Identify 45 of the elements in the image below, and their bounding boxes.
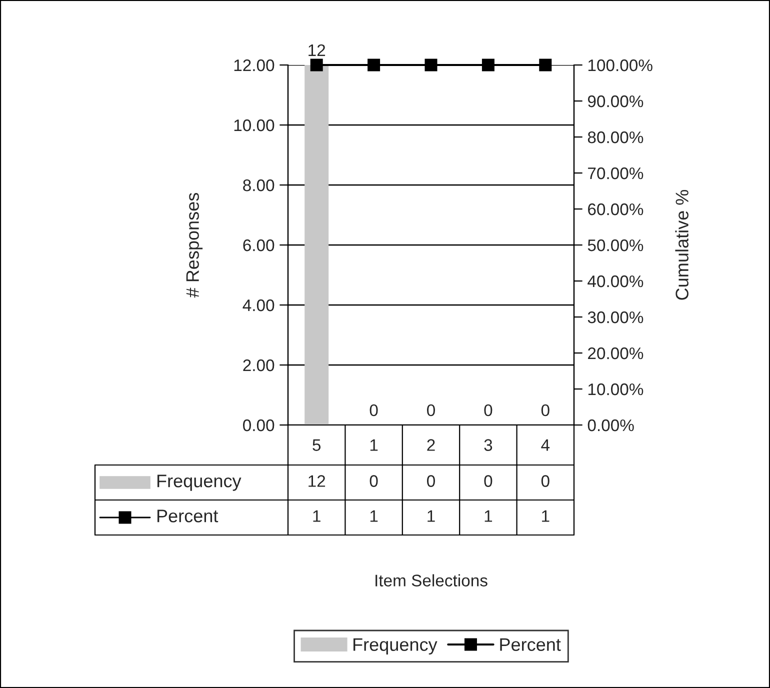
- text: Item Selections: [376, 574, 488, 586]
- y2-tick-label: 40.00%: [588, 275, 644, 288]
- y2-axis-title: Cumulative %: [675, 190, 688, 300]
- y2-tick-label: 50.00%: [588, 239, 644, 252]
- y-tick-label: 6.00: [243, 239, 274, 252]
- y2-tick-label: 90.00%: [588, 95, 644, 108]
- y-tick-label: 2.00: [243, 359, 274, 372]
- data-label: 0: [370, 475, 378, 487]
- annotation: 0: [427, 404, 435, 416]
- legend-label: Frequency: [157, 474, 242, 491]
- y2-tick-label: 70.00%: [588, 167, 644, 180]
- y-tick-label: 12.00: [234, 59, 274, 72]
- data-label: 1: [542, 510, 550, 522]
- y-axis-title: # Responses: [186, 192, 203, 298]
- y-tick-label: 4.00: [242, 299, 274, 312]
- annotation: 0: [484, 404, 492, 416]
- data-label: 1: [313, 510, 320, 522]
- x-tick-label: 3: [484, 439, 492, 451]
- x-tick-label: 1: [370, 439, 378, 451]
- data-label: 12: [308, 475, 326, 487]
- annotation: 12: [308, 44, 326, 56]
- y2-tick-label: 60.00%: [588, 203, 644, 216]
- data-label: 0: [541, 475, 550, 487]
- y2-tick-label: 20.00%: [588, 347, 644, 360]
- y2-tick-label: 0.00%: [588, 419, 634, 432]
- x-tick-label: 4: [541, 439, 550, 451]
- y2-tick-label: 30.00%: [588, 311, 644, 324]
- y2-tick-label: 10.00%: [588, 383, 644, 396]
- text: Percent: [500, 638, 561, 651]
- x-tick-label: 5: [312, 439, 321, 451]
- annotation: 0: [541, 404, 550, 416]
- legend-label: Percent: [157, 510, 218, 522]
- data-label: 1: [484, 510, 492, 522]
- y-tick-label: 10.00: [234, 119, 274, 132]
- data-label: 0: [427, 475, 435, 487]
- data-label: 1: [428, 510, 435, 522]
- x-tick-label: 2: [427, 439, 435, 451]
- y-tick-label: 0.00: [243, 419, 274, 432]
- y2-tick-label: 100.00%: [588, 59, 652, 72]
- data-label: 1: [370, 510, 378, 522]
- annotation: 0: [370, 404, 378, 416]
- y2-tick-label: 80.00%: [588, 131, 644, 144]
- text: Frequency: [354, 638, 438, 655]
- data-label: 0: [484, 475, 492, 487]
- y-tick-label: 8.00: [243, 179, 274, 192]
